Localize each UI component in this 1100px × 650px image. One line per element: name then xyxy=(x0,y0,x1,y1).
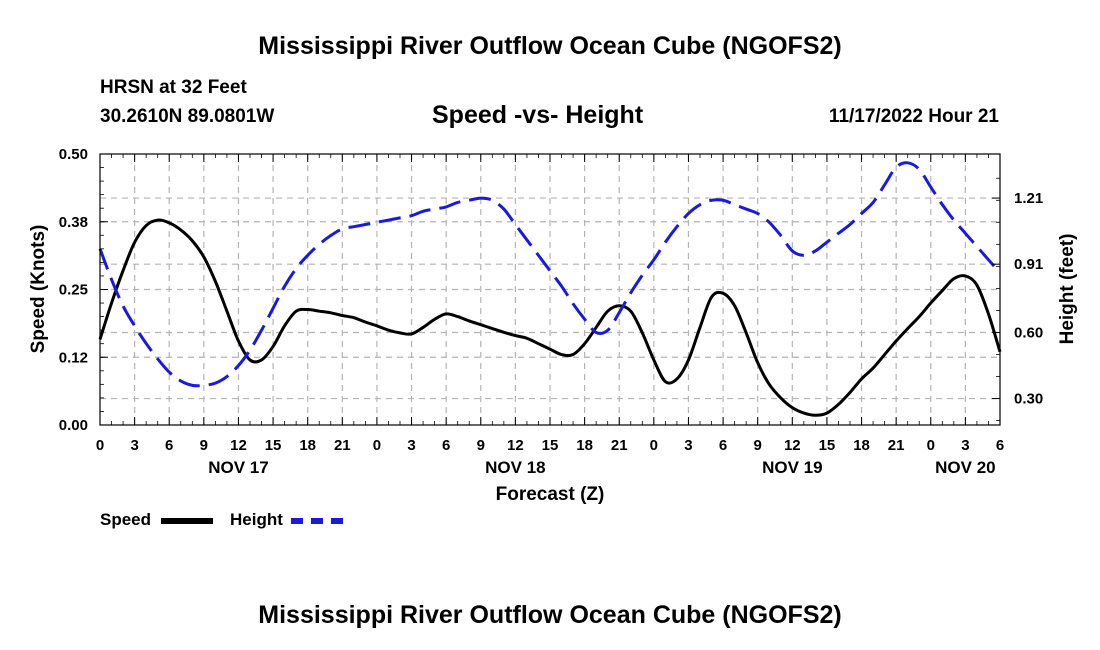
x-tick-label: 21 xyxy=(888,437,905,454)
date-label: NOV 18 xyxy=(485,458,545,477)
station-coordinates: 30.2610N 89.0801W xyxy=(100,106,275,127)
y-tick-label-left: 0.12 xyxy=(59,349,88,366)
x-tick-label: 18 xyxy=(853,437,870,454)
x-tick-label: 6 xyxy=(442,437,450,454)
date-label: NOV 20 xyxy=(935,458,995,477)
x-tick-label: 12 xyxy=(784,437,801,454)
x-tick-label: 18 xyxy=(576,437,593,454)
y-tick-label-left: 0.38 xyxy=(59,214,88,231)
x-tick-label: 21 xyxy=(334,437,351,454)
y-tick-label-right: 0.91 xyxy=(1014,256,1043,273)
x-tick-label: 0 xyxy=(96,437,104,454)
legend-speed-swatch xyxy=(161,518,213,524)
x-axis-label: Forecast (Z) xyxy=(496,484,605,505)
x-tick-label: 15 xyxy=(265,437,282,454)
x-tick-label: 3 xyxy=(130,437,138,454)
x-tick-label: 3 xyxy=(961,437,969,454)
x-tick-label: 6 xyxy=(719,437,727,454)
x-tick-label: 12 xyxy=(507,437,524,454)
x-tick-label: 0 xyxy=(373,437,381,454)
legend-height-label: Height xyxy=(230,510,283,529)
legend-speed-label: Speed xyxy=(100,510,152,529)
x-tick-label: 6 xyxy=(165,437,173,454)
forecast-timestamp: 11/17/2022 Hour 21 xyxy=(828,106,999,127)
axes: 0 3 6 9 12 15 18 21 0 3 6 9 12 15 18 21 0 3 6 9 12 15 18 21 0 3 6N… xyxy=(59,146,1043,477)
y-tick-label-right: 0.30 xyxy=(1014,391,1043,408)
y-axis-left-label: Speed (Knots) xyxy=(28,225,49,354)
date-label: NOV 19 xyxy=(762,458,822,477)
chart-subtitle: Speed -vs- Height xyxy=(432,101,644,129)
x-tick-label: 6 xyxy=(996,437,1004,454)
series-line-speed xyxy=(98,218,1002,417)
date-label: NOV 17 xyxy=(208,458,268,477)
y-tick-label-left: 0.25 xyxy=(59,282,88,299)
y-tick-label-left: 0.00 xyxy=(59,417,88,434)
grid-lines xyxy=(100,154,1000,425)
x-tick-label: 9 xyxy=(754,437,762,454)
y-tick-label-right: 1.21 xyxy=(1014,190,1043,207)
x-tick-label: 18 xyxy=(299,437,316,454)
x-tick-label: 9 xyxy=(200,437,208,454)
x-tick-label: 12 xyxy=(230,437,247,454)
chart-title: Mississippi River Outflow Ocean Cube (NG… xyxy=(258,32,842,60)
x-tick-label: 3 xyxy=(684,437,692,454)
y-tick-label-left: 0.50 xyxy=(59,146,88,163)
y-tick-label-right: 0.60 xyxy=(1014,324,1043,341)
station-name: HRSN at 32 Feet xyxy=(100,77,247,98)
x-tick-label: 0 xyxy=(927,437,935,454)
x-tick-label: 15 xyxy=(542,437,559,454)
legend-height-swatch xyxy=(291,518,343,524)
x-tick-label: 21 xyxy=(611,437,628,454)
x-tick-label: 9 xyxy=(477,437,485,454)
x-tick-label: 15 xyxy=(819,437,836,454)
x-tick-label: 0 xyxy=(650,437,658,454)
footer-title: Mississippi River Outflow Ocean Cube (NG… xyxy=(258,601,842,629)
y-axis-right-label: Height (feet) xyxy=(1057,234,1078,345)
x-tick-label: 3 xyxy=(407,437,415,454)
series-lines xyxy=(98,161,1002,417)
series-line-height xyxy=(98,161,1002,388)
